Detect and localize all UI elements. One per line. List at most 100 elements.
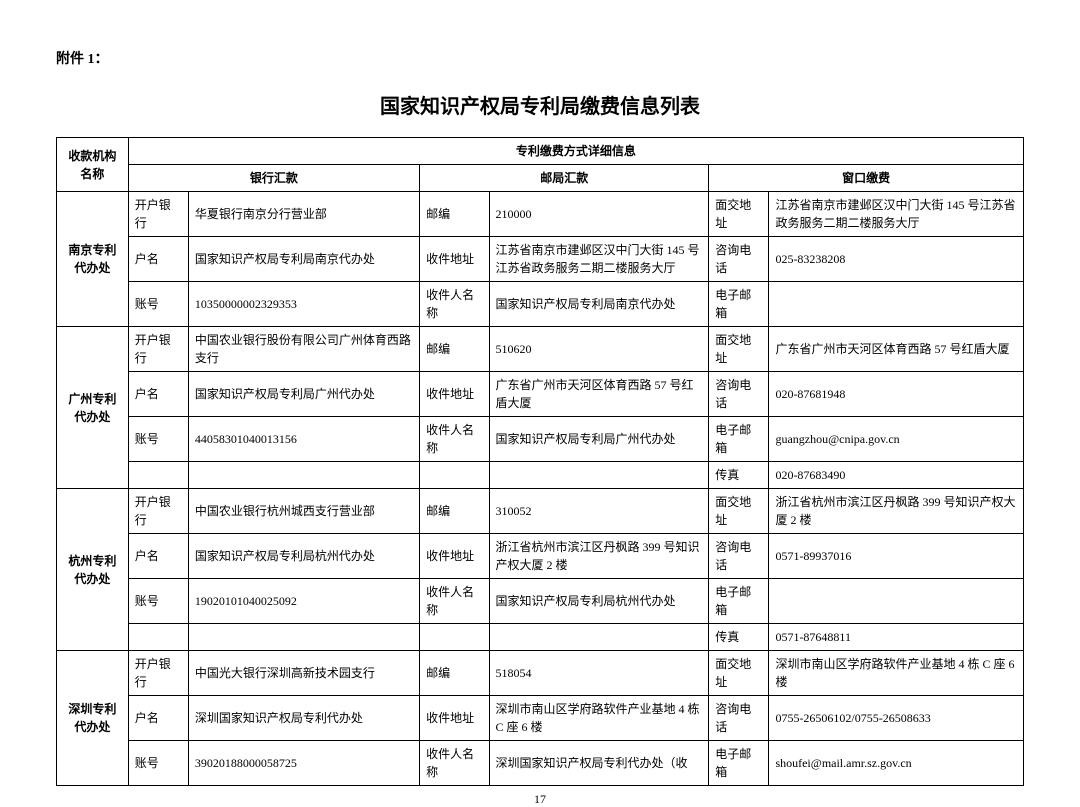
- bank-value: 华夏银行南京分行营业部: [188, 192, 419, 237]
- col-header-counter: 窗口缴费: [709, 165, 1024, 192]
- post-label: 邮编: [420, 327, 489, 372]
- counter-label: 电子邮箱: [709, 579, 769, 624]
- counter-label: 传真: [709, 462, 769, 489]
- post-value: 510620: [489, 327, 709, 372]
- post-label: [420, 624, 489, 651]
- bank-value: [188, 462, 419, 489]
- post-label: 收件人名称: [420, 282, 489, 327]
- bank-value: 国家知识产权局专利局杭州代办处: [188, 534, 419, 579]
- post-value: 国家知识产权局专利局南京代办处: [489, 282, 709, 327]
- counter-label: 电子邮箱: [709, 417, 769, 462]
- post-label: 邮编: [420, 192, 489, 237]
- table-row: 户名深圳国家知识产权局专利代办处收件地址深圳市南山区学府路软件产业基地 4 栋 …: [57, 696, 1024, 741]
- counter-label: 咨询电话: [709, 696, 769, 741]
- counter-value: 广东省广州市天河区体育西路 57 号红盾大厦: [769, 327, 1024, 372]
- bank-label: 户名: [128, 372, 188, 417]
- counter-value: 0571-89937016: [769, 534, 1024, 579]
- bank-value: 中国光大银行深圳高新技术园支行: [188, 651, 419, 696]
- bank-label: 开户银行: [128, 327, 188, 372]
- bank-value: 44058301040013156: [188, 417, 419, 462]
- bank-value: 中国农业银行杭州城西支行营业部: [188, 489, 419, 534]
- page-title: 国家知识产权局专利局缴费信息列表: [56, 90, 1024, 119]
- table-row: 账号10350000002329353收件人名称国家知识产权局专利局南京代办处电…: [57, 282, 1024, 327]
- bank-label: 开户银行: [128, 489, 188, 534]
- counter-label: 面交地址: [709, 327, 769, 372]
- counter-value: [769, 282, 1024, 327]
- counter-label: 电子邮箱: [709, 282, 769, 327]
- table-row: 账号39020188000058725收件人名称深圳国家知识产权局专利代办处（收…: [57, 741, 1024, 786]
- bank-label: 户名: [128, 534, 188, 579]
- post-label: 收件人名称: [420, 579, 489, 624]
- bank-value: 国家知识产权局专利局南京代办处: [188, 237, 419, 282]
- bank-value: 19020101040025092: [188, 579, 419, 624]
- page-number: 17: [56, 792, 1024, 807]
- bank-value: [188, 624, 419, 651]
- counter-value: 0571-87648811: [769, 624, 1024, 651]
- bank-value: 中国农业银行股份有限公司广州体育西路支行: [188, 327, 419, 372]
- bank-label: 账号: [128, 741, 188, 786]
- table-row: 账号44058301040013156收件人名称国家知识产权局专利局广州代办处电…: [57, 417, 1024, 462]
- table-row: 账号19020101040025092收件人名称国家知识产权局专利局杭州代办处电…: [57, 579, 1024, 624]
- post-value: 深圳市南山区学府路软件产业基地 4 栋 C 座 6 楼: [489, 696, 709, 741]
- bank-label: 户名: [128, 696, 188, 741]
- post-value: [489, 624, 709, 651]
- table-row: 杭州专利代办处开户银行中国农业银行杭州城西支行营业部邮编310052面交地址浙江…: [57, 489, 1024, 534]
- counter-value: 深圳市南山区学府路软件产业基地 4 栋 C 座 6 楼: [769, 651, 1024, 696]
- bank-label: [128, 624, 188, 651]
- post-value: 深圳国家知识产权局专利代办处（收: [489, 741, 709, 786]
- counter-label: 咨询电话: [709, 237, 769, 282]
- counter-label: 面交地址: [709, 651, 769, 696]
- counter-value: 江苏省南京市建邺区汉中门大街 145 号江苏省政务服务二期二楼服务大厅: [769, 192, 1024, 237]
- table-row: 深圳专利代办处开户银行中国光大银行深圳高新技术园支行邮编518054面交地址深圳…: [57, 651, 1024, 696]
- table-row: 户名国家知识产权局专利局广州代办处收件地址广东省广州市天河区体育西路 57 号红…: [57, 372, 1024, 417]
- counter-label: 咨询电话: [709, 372, 769, 417]
- bank-value: 39020188000058725: [188, 741, 419, 786]
- attachment-label: 附件 1：: [56, 48, 1024, 68]
- counter-value: 020-87683490: [769, 462, 1024, 489]
- post-label: 收件人名称: [420, 417, 489, 462]
- col-header-org: 收款机构名称: [57, 138, 129, 192]
- counter-label: 面交地址: [709, 489, 769, 534]
- bank-label: 账号: [128, 579, 188, 624]
- table-row: 户名国家知识产权局专利局南京代办处收件地址江苏省南京市建邺区汉中门大街 145 …: [57, 237, 1024, 282]
- post-value: 国家知识产权局专利局广州代办处: [489, 417, 709, 462]
- counter-value: 020-87681948: [769, 372, 1024, 417]
- post-value: 310052: [489, 489, 709, 534]
- bank-label: 户名: [128, 237, 188, 282]
- counter-value: 025-83238208: [769, 237, 1024, 282]
- bank-label: 账号: [128, 417, 188, 462]
- document-page: 附件 1： 国家知识产权局专利局缴费信息列表 收款机构名称 专利缴费方式详细信息…: [0, 0, 1080, 807]
- bank-value: 10350000002329353: [188, 282, 419, 327]
- counter-label: 咨询电话: [709, 534, 769, 579]
- counter-label: 电子邮箱: [709, 741, 769, 786]
- bank-label: 开户银行: [128, 192, 188, 237]
- table-row: 传真020-87683490: [57, 462, 1024, 489]
- post-label: 邮编: [420, 651, 489, 696]
- bank-value: 深圳国家知识产权局专利代办处: [188, 696, 419, 741]
- table-row: 传真0571-87648811: [57, 624, 1024, 651]
- bank-label: 开户银行: [128, 651, 188, 696]
- post-value: 江苏省南京市建邺区汉中门大街 145 号江苏省政务服务二期二楼服务大厅: [489, 237, 709, 282]
- counter-label: 传真: [709, 624, 769, 651]
- org-cell: 南京专利代办处: [57, 192, 129, 327]
- org-cell: 杭州专利代办处: [57, 489, 129, 651]
- post-value: 广东省广州市天河区体育西路 57 号红盾大厦: [489, 372, 709, 417]
- post-label: 邮编: [420, 489, 489, 534]
- post-value: 210000: [489, 192, 709, 237]
- col-header-detail: 专利缴费方式详细信息: [128, 138, 1023, 165]
- post-label: 收件地址: [420, 372, 489, 417]
- org-cell: 广州专利代办处: [57, 327, 129, 489]
- bank-value: 国家知识产权局专利局广州代办处: [188, 372, 419, 417]
- post-value: 518054: [489, 651, 709, 696]
- counter-value: shoufei@mail.amr.sz.gov.cn: [769, 741, 1024, 786]
- table-row: 广州专利代办处开户银行中国农业银行股份有限公司广州体育西路支行邮编510620面…: [57, 327, 1024, 372]
- fee-info-table: 收款机构名称 专利缴费方式详细信息 银行汇款 邮局汇款 窗口缴费 南京专利代办处…: [56, 137, 1024, 786]
- col-header-bank: 银行汇款: [128, 165, 419, 192]
- post-label: [420, 462, 489, 489]
- counter-value: [769, 579, 1024, 624]
- table-row: 户名国家知识产权局专利局杭州代办处收件地址浙江省杭州市滨江区丹枫路 399 号知…: [57, 534, 1024, 579]
- post-label: 收件人名称: [420, 741, 489, 786]
- counter-value: 浙江省杭州市滨江区丹枫路 399 号知识产权大厦 2 楼: [769, 489, 1024, 534]
- post-value: 浙江省杭州市滨江区丹枫路 399 号知识产权大厦 2 楼: [489, 534, 709, 579]
- org-cell: 深圳专利代办处: [57, 651, 129, 786]
